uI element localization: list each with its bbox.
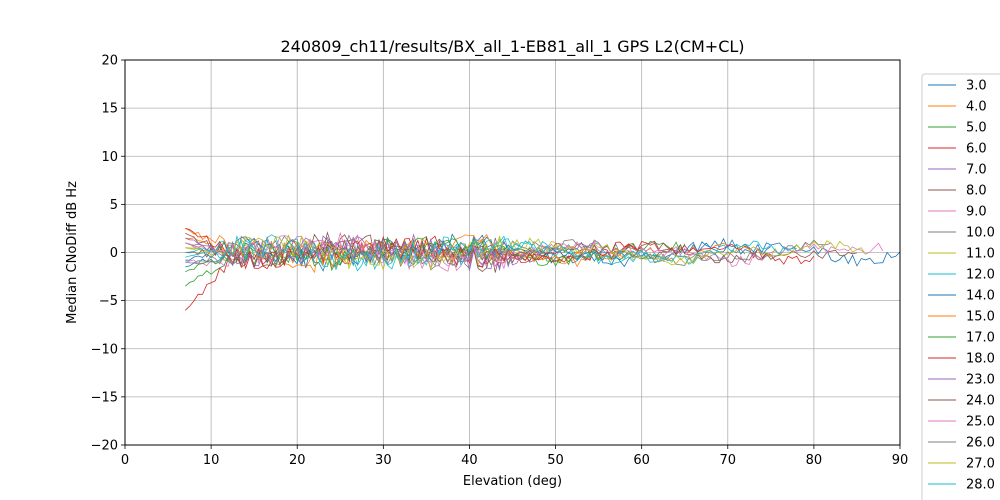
y-tick-label: −20 — [91, 439, 118, 454]
legend-label: 6.0 — [966, 142, 987, 157]
x-tick-label: 20 — [289, 453, 306, 468]
legend-label: 11.0 — [966, 247, 995, 262]
legend-label: 8.0 — [966, 184, 987, 199]
legend-label: 7.0 — [966, 163, 987, 178]
legend: 3.0 4.0 5.0 6.0 7.0 8.0 9.0 10.0 11.0 12.0 14.0 15.… — [921, 73, 1000, 500]
legend-label: 26.0 — [966, 436, 995, 451]
series-line — [185, 228, 815, 268]
x-tick-label: 0 — [121, 453, 129, 468]
legend-items: 3.0 4.0 5.0 6.0 7.0 8.0 9.0 10.0 11.0 12.0 14.0 15.… — [928, 79, 995, 493]
legend-label: 4.0 — [966, 100, 987, 115]
series-line — [185, 234, 797, 272]
y-tick-label: 5 — [110, 198, 118, 213]
series-line — [185, 234, 772, 272]
y-tick-label: −15 — [91, 390, 118, 405]
legend-label: 12.0 — [966, 268, 995, 283]
chart-title: 240809_ch11/results/BX_all_1-EB81_all_1 … — [280, 37, 744, 57]
series-line — [185, 234, 866, 271]
legend-label: 24.0 — [966, 394, 995, 409]
y-tick-label: 15 — [101, 102, 118, 117]
x-tick-label: 70 — [720, 453, 737, 468]
legend-label: 14.0 — [966, 289, 995, 304]
x-tick-label: 80 — [806, 453, 823, 468]
y-tick-label: −5 — [99, 294, 118, 309]
legend-label: 10.0 — [966, 226, 995, 241]
x-tick-label: 10 — [203, 453, 220, 468]
x-axis-label: Elevation (deg) — [463, 474, 562, 489]
y-tick-label: −10 — [91, 342, 118, 357]
x-tick-label: 90 — [892, 453, 909, 468]
series-line — [185, 228, 625, 274]
y-tick-label: 0 — [110, 246, 118, 261]
series-layer — [185, 228, 901, 311]
y-tick-label: 20 — [101, 54, 118, 69]
x-tick-label: 40 — [461, 453, 478, 468]
x-tick-label: 60 — [633, 453, 650, 468]
y-axis-label: Median CNoDiff dB Hz — [65, 181, 80, 324]
y-axis: 20 15 10 5 0 −5 −10 −15 −20 — [91, 54, 125, 454]
legend-label: 5.0 — [966, 121, 987, 136]
series-line — [185, 233, 901, 268]
legend-label: 3.0 — [966, 79, 987, 94]
x-axis: 0 10 20 30 40 50 60 70 80 90 — [121, 445, 908, 468]
series-line — [185, 235, 832, 268]
legend-label: 27.0 — [966, 457, 995, 472]
legend-label: 23.0 — [966, 373, 995, 388]
legend-label: 15.0 — [966, 310, 995, 325]
x-tick-label: 30 — [375, 453, 392, 468]
legend-label: 9.0 — [966, 205, 987, 220]
y-tick-label: 10 — [101, 150, 118, 165]
legend-box — [921, 73, 1000, 500]
legend-label: 25.0 — [966, 415, 995, 430]
legend-label: 17.0 — [966, 331, 995, 346]
x-tick-label: 50 — [547, 453, 564, 468]
legend-label: 28.0 — [966, 478, 995, 493]
legend-label: 18.0 — [966, 352, 995, 367]
